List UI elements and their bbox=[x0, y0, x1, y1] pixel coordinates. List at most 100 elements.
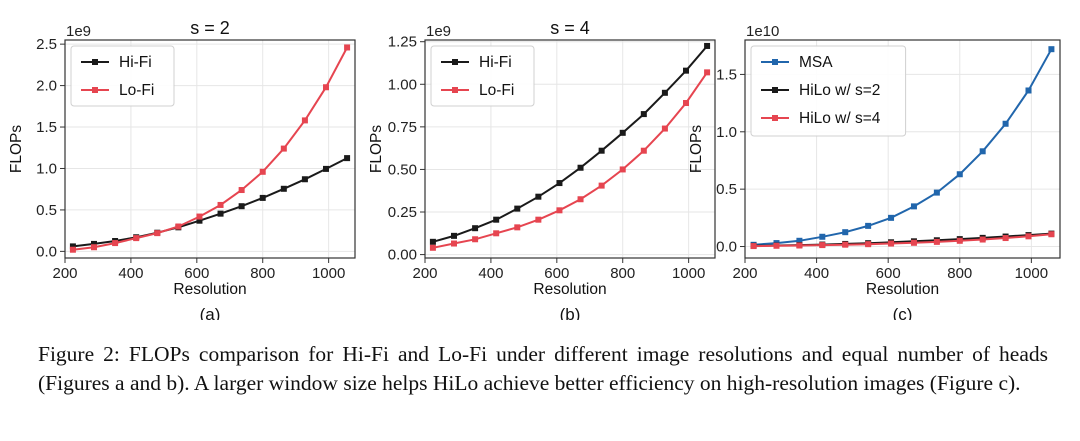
data-point bbox=[175, 223, 182, 230]
plot-frame bbox=[424, 39, 716, 259]
data-point bbox=[535, 193, 542, 200]
legend: Hi-Fi Lo-Fi bbox=[430, 45, 535, 107]
y-axis-title: FLOPs bbox=[368, 125, 385, 173]
data-point bbox=[451, 232, 457, 239]
y-scale-label: 1e9 bbox=[426, 23, 451, 40]
data-point bbox=[619, 166, 626, 173]
data-point bbox=[429, 244, 436, 251]
chart-title: s = 4 bbox=[550, 18, 590, 38]
series-line bbox=[432, 71, 708, 249]
data-point bbox=[493, 216, 500, 223]
y-tick-label: 1.5 bbox=[36, 119, 57, 136]
series-hi-fi bbox=[429, 42, 711, 245]
legend: Hi-Fi Lo-Fi bbox=[70, 45, 175, 107]
y-tick: 1.0 bbox=[716, 124, 745, 141]
data-point bbox=[933, 238, 940, 245]
data-point bbox=[556, 207, 563, 214]
y-tick-label: 0.00 bbox=[388, 247, 417, 264]
x-tick-label: 800 bbox=[610, 265, 635, 282]
y-tick-label: 0.75 bbox=[388, 119, 417, 136]
data-point bbox=[865, 222, 872, 229]
data-point bbox=[472, 225, 479, 232]
x-tick-label: 1000 bbox=[312, 265, 345, 282]
x-axis-title: Resolution bbox=[533, 281, 606, 298]
data-point bbox=[1048, 231, 1055, 238]
x-tick: 1000 bbox=[312, 258, 345, 282]
y-tick-label: 1.00 bbox=[388, 76, 417, 93]
data-point bbox=[577, 196, 584, 203]
y-tick-label: 2.5 bbox=[36, 36, 57, 53]
data-point bbox=[842, 229, 849, 236]
x-axis-title: Resolution bbox=[866, 281, 939, 298]
legend-item: Hi-Fi bbox=[441, 54, 512, 71]
data-point bbox=[69, 243, 76, 250]
legend-label: Hi-Fi bbox=[479, 54, 512, 71]
y-tick-label: 1.0 bbox=[716, 124, 737, 141]
data-point bbox=[344, 155, 351, 162]
data-point bbox=[1002, 235, 1009, 242]
legend-label: Lo-Fi bbox=[119, 82, 154, 99]
legend-item: Hi-Fi bbox=[81, 54, 152, 71]
figure-caption: Figure 2: FLOPs comparison for Hi-Fi and… bbox=[38, 342, 1048, 395]
y-tick: 1.5 bbox=[36, 119, 65, 136]
legend-label: Lo-Fi bbox=[479, 82, 514, 99]
series-line bbox=[72, 157, 348, 248]
y-tick-label: 1.5 bbox=[716, 66, 737, 83]
data-point bbox=[683, 67, 689, 74]
series-lo-fi bbox=[69, 44, 351, 253]
y-tick-label: 0.50 bbox=[388, 161, 417, 178]
data-point bbox=[1048, 46, 1055, 53]
data-point bbox=[1002, 120, 1009, 127]
x-tick: 1000 bbox=[672, 258, 705, 282]
y-tick-label: 0.0 bbox=[716, 239, 737, 256]
data-point bbox=[661, 125, 668, 132]
x-tick: 600 bbox=[876, 258, 901, 282]
y-tick: 0.0 bbox=[36, 243, 65, 260]
data-point bbox=[796, 242, 803, 249]
legend-marker bbox=[772, 59, 778, 65]
plot-frame bbox=[744, 39, 1061, 259]
x-tick: 400 bbox=[804, 258, 829, 282]
data-point bbox=[888, 240, 895, 247]
data-point bbox=[323, 165, 329, 172]
data-point bbox=[796, 237, 803, 244]
series-line bbox=[753, 233, 1052, 248]
data-point bbox=[301, 176, 308, 183]
y-tick: 0.25 bbox=[388, 204, 425, 221]
x-tick: 800 bbox=[610, 258, 635, 282]
y-tick-label: 0.25 bbox=[388, 204, 417, 221]
data-point bbox=[196, 213, 203, 220]
series-lo-fi bbox=[429, 69, 711, 251]
x-tick: 200 bbox=[732, 258, 758, 282]
legend-marker bbox=[772, 115, 778, 121]
x-tick: 400 bbox=[478, 258, 503, 282]
y-tick-label: 0.0 bbox=[36, 243, 57, 260]
data-point bbox=[69, 246, 76, 253]
data-point bbox=[956, 171, 963, 178]
plot-frame bbox=[64, 39, 356, 259]
legend-label: MSA bbox=[799, 54, 833, 71]
data-point bbox=[280, 185, 287, 192]
data-point bbox=[640, 111, 647, 118]
x-tick: 400 bbox=[118, 258, 143, 282]
chart-panel-3: 200 400 600 800 1000 0.0 0.5 1.0 1.5 1e10 Resoluti… bbox=[688, 23, 1061, 320]
y-axis-title: FLOPs bbox=[688, 125, 705, 173]
y-tick: 2.5 bbox=[36, 36, 65, 53]
legend-marker bbox=[452, 59, 458, 65]
data-point bbox=[683, 100, 689, 107]
legend-label: HiLo w/ s=2 bbox=[799, 82, 880, 99]
legend: MSA HiLo w/ s=2 HiLo w/ s=4 bbox=[750, 45, 907, 137]
data-point bbox=[933, 189, 940, 196]
y-axis-title: FLOPs bbox=[8, 125, 25, 173]
data-point bbox=[451, 240, 457, 247]
data-point bbox=[1025, 87, 1032, 94]
y-tick-label: 2.0 bbox=[36, 78, 57, 95]
y-tick: 0.00 bbox=[388, 247, 425, 264]
data-point bbox=[979, 148, 986, 155]
x-tick: 1000 bbox=[1015, 258, 1048, 282]
series-hi-fi bbox=[69, 155, 351, 250]
data-point bbox=[750, 243, 757, 250]
x-tick: 800 bbox=[250, 258, 275, 282]
x-tick-label: 1000 bbox=[672, 265, 705, 282]
y-scale-label: 1e10 bbox=[746, 23, 779, 40]
